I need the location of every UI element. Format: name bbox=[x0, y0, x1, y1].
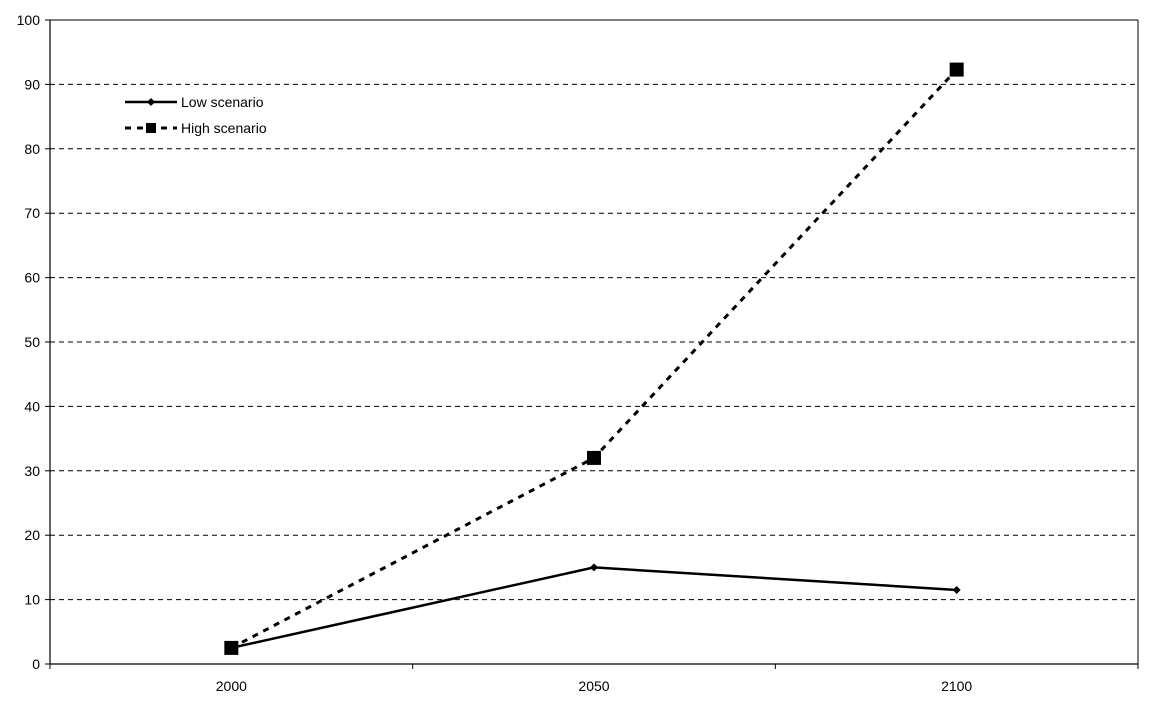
y-tick-label: 70 bbox=[24, 205, 40, 221]
legend-marker-diamond-icon bbox=[147, 98, 155, 106]
y-tick-label: 30 bbox=[24, 463, 40, 479]
data-point bbox=[590, 563, 598, 572]
data-point bbox=[952, 585, 961, 594]
legend-marker-square-icon bbox=[146, 123, 156, 133]
y-tick-label: 90 bbox=[24, 76, 40, 92]
series-high bbox=[224, 62, 964, 655]
y-tick-label: 60 bbox=[24, 270, 40, 286]
y-tick-label: 0 bbox=[32, 656, 40, 672]
series-low bbox=[227, 563, 961, 652]
series bbox=[224, 62, 964, 655]
x-tick-label: 2050 bbox=[578, 678, 609, 694]
legend-item: High scenario bbox=[125, 120, 267, 136]
legend-label: High scenario bbox=[181, 120, 267, 136]
data-point bbox=[224, 640, 239, 655]
gridlines bbox=[50, 83, 1138, 601]
y-tick-label: 20 bbox=[24, 527, 40, 543]
data-point bbox=[949, 62, 964, 77]
axes: 0 10 20 30 40 50 60 70 80 90 100 2000 2050 2100 bbox=[17, 12, 1139, 694]
y-tick-label: 100 bbox=[17, 12, 41, 28]
data-point bbox=[587, 450, 601, 465]
legend-item: Low scenario bbox=[125, 94, 264, 110]
y-tick-label: 80 bbox=[24, 141, 40, 157]
y-tick-label: 40 bbox=[24, 398, 40, 414]
x-tick-label: 2000 bbox=[216, 678, 247, 694]
x-tick-label: 2100 bbox=[941, 678, 972, 694]
series-line bbox=[230, 68, 958, 650]
y-tick-label: 50 bbox=[24, 334, 40, 350]
series-line bbox=[231, 566, 957, 650]
legend-label: Low scenario bbox=[181, 94, 264, 110]
y-tick-label: 10 bbox=[24, 592, 40, 608]
legend: Low scenario High scenario bbox=[125, 94, 267, 136]
